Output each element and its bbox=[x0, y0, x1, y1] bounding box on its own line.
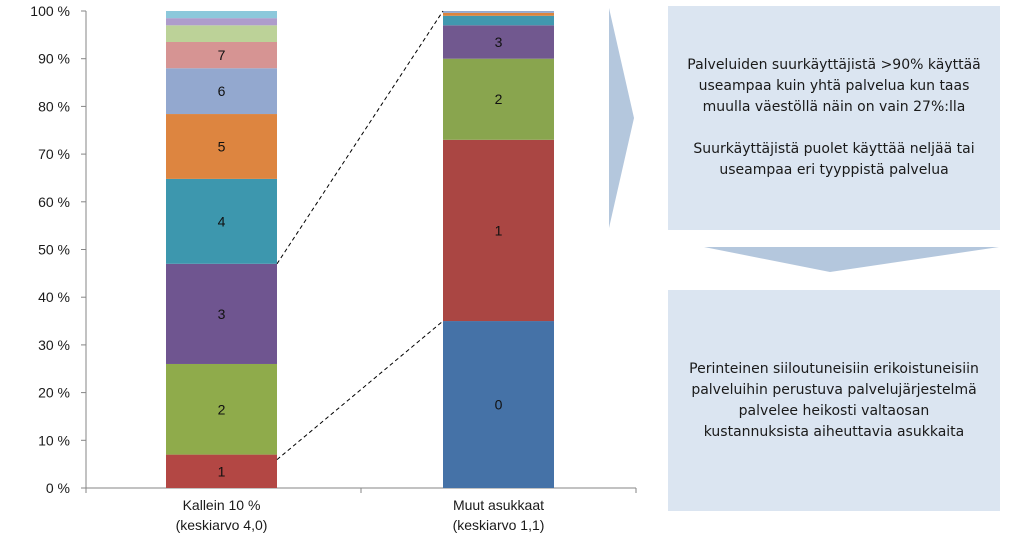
bar-segment bbox=[443, 11, 554, 13]
segment-label: 3 bbox=[495, 34, 503, 50]
bar-segment bbox=[166, 25, 277, 43]
segment-label: 7 bbox=[218, 47, 226, 63]
segment-label: 0 bbox=[495, 397, 503, 413]
summary-panel-bottom: Perinteinen siiloutuneisiin erikoistunei… bbox=[668, 290, 1000, 511]
connector-line-lower bbox=[276, 320, 444, 460]
y-tick-label: 10 % bbox=[38, 432, 70, 448]
bar-segment bbox=[166, 178, 277, 264]
summary-text-1: Palveluiden suurkäyttäjistä >90% käyttää… bbox=[687, 57, 981, 115]
segment-label: 5 bbox=[218, 138, 226, 154]
x-category-label: (keskiarvo 1,1) bbox=[453, 517, 545, 533]
bar-segment bbox=[166, 263, 277, 364]
y-tick-label: 70 % bbox=[38, 146, 70, 162]
bar-segment bbox=[166, 114, 277, 179]
y-tick-label: 50 % bbox=[38, 242, 70, 258]
bar-segment bbox=[166, 363, 277, 455]
bar-segment bbox=[443, 139, 554, 322]
bar-segment bbox=[166, 42, 277, 69]
segment-label: 2 bbox=[218, 401, 226, 417]
x-category-label: (keskiarvo 4,0) bbox=[176, 517, 268, 533]
summary-text-2: Suurkäyttäjistä puolet käyttää neljää ta… bbox=[693, 141, 975, 178]
segment-label: 1 bbox=[218, 463, 226, 479]
x-category-label: Muut asukkaat bbox=[453, 497, 544, 513]
bar-segment bbox=[166, 454, 277, 488]
x-category-label: Kallein 10 % bbox=[183, 497, 261, 513]
y-tick-label: 0 % bbox=[46, 480, 70, 496]
summary-panel-top: Palveluiden suurkäyttäjistä >90% käyttää… bbox=[668, 6, 1000, 230]
y-tick-label: 30 % bbox=[38, 337, 70, 353]
y-tick-label: 100 % bbox=[30, 3, 70, 19]
y-tick-label: 60 % bbox=[38, 194, 70, 210]
conclusion-text: Perinteinen siiloutuneisiin erikoistunei… bbox=[689, 360, 979, 440]
segment-label: 2 bbox=[495, 91, 503, 107]
y-tick-label: 20 % bbox=[38, 385, 70, 401]
bar-segment bbox=[166, 11, 277, 19]
y-tick-label: 90 % bbox=[38, 51, 70, 67]
right-arrow-shape bbox=[609, 8, 634, 228]
y-tick-label: 80 % bbox=[38, 98, 70, 114]
segment-label: 6 bbox=[218, 83, 226, 99]
segment-label: 1 bbox=[495, 222, 503, 238]
down-arrow-shape bbox=[704, 247, 999, 272]
bar-segment bbox=[443, 15, 554, 26]
bar-segment bbox=[443, 321, 554, 488]
y-tick-label: 40 % bbox=[38, 289, 70, 305]
bar-segment bbox=[443, 58, 554, 140]
segment-label: 3 bbox=[218, 306, 226, 322]
segment-label: 4 bbox=[218, 213, 226, 229]
bar-segment bbox=[166, 18, 277, 26]
bar-segment bbox=[166, 68, 277, 115]
connector-line-upper bbox=[276, 10, 444, 265]
bar-segment bbox=[443, 12, 554, 16]
bar-segment bbox=[443, 25, 554, 59]
